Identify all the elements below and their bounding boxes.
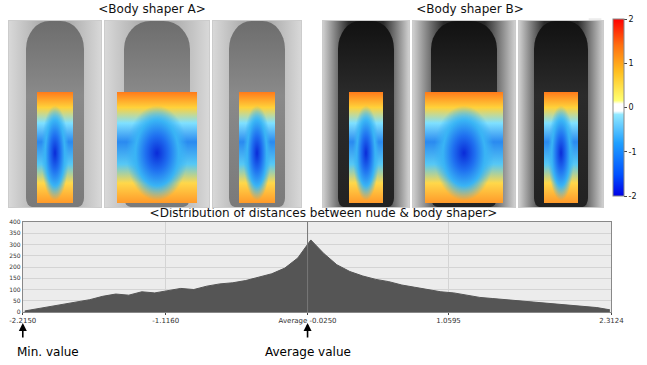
svg-text:0: 0 (17, 308, 21, 315)
svg-text:-1.1160: -1.1160 (152, 317, 179, 325)
svg-text:0: 0 (629, 103, 634, 112)
svg-text:200: 200 (9, 263, 21, 270)
svg-text:-1: -1 (629, 148, 637, 157)
svg-text:Average value: Average value (265, 345, 351, 359)
svg-text:100: 100 (9, 286, 21, 293)
svg-text:300: 300 (9, 241, 21, 248)
svg-text:350: 350 (9, 229, 21, 236)
html-text:<Body shaper B>: <Body shaper B> (416, 2, 524, 16)
svg-text:250: 250 (9, 252, 21, 259)
svg-text:1: 1 (629, 59, 634, 68)
svg-text:-2: -2 (629, 192, 637, 201)
svg-text:1.0595: 1.0595 (436, 317, 461, 325)
svg-text:2.3124: 2.3124 (599, 317, 624, 325)
html-text:<Body shaper A>: <Body shaper A> (98, 2, 206, 16)
svg-text:50: 50 (13, 297, 21, 304)
svg-text:Min. value: Min. value (17, 345, 79, 359)
svg-text:2: 2 (629, 15, 634, 24)
svg-text:150: 150 (9, 274, 21, 281)
svg-text:<Distribution of distances bet: <Distribution of distances between nude … (150, 206, 498, 220)
svg-text:Average -0.0250: Average -0.0250 (279, 317, 337, 325)
svg-text:400: 400 (9, 218, 21, 225)
svg-text:-2.2150: -2.2150 (9, 317, 36, 325)
